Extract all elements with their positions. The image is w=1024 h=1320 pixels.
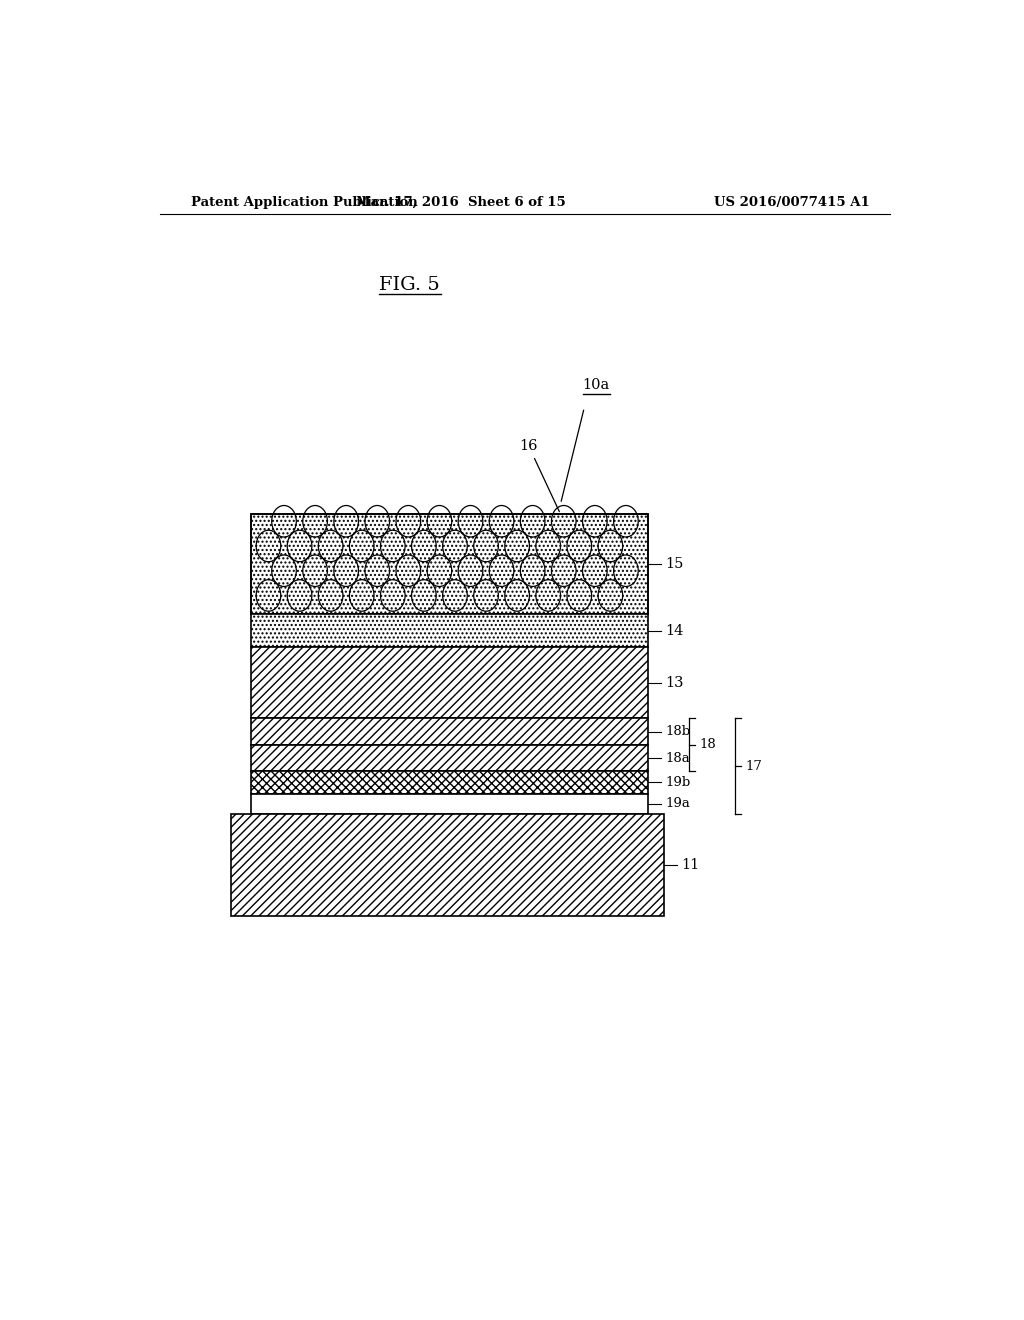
Text: 15: 15 (666, 557, 684, 572)
Text: 19a: 19a (666, 797, 690, 810)
Text: 17: 17 (745, 760, 762, 772)
Text: Mar. 17, 2016  Sheet 6 of 15: Mar. 17, 2016 Sheet 6 of 15 (356, 195, 566, 209)
Bar (251, 614, 648, 647)
Text: 18a: 18a (666, 751, 690, 764)
Text: US 2016/0077415 A1: US 2016/0077415 A1 (715, 195, 870, 209)
Text: 11: 11 (681, 858, 699, 871)
Text: FIG. 5: FIG. 5 (379, 276, 440, 294)
Bar (251, 793, 648, 814)
Text: 16: 16 (519, 440, 559, 512)
Text: 13: 13 (666, 676, 684, 690)
Text: 14: 14 (666, 623, 684, 638)
Bar (251, 515, 648, 614)
Bar (251, 744, 648, 771)
Text: 18b: 18b (666, 725, 690, 738)
Bar (251, 771, 648, 793)
Bar (251, 647, 648, 718)
Text: 19b: 19b (666, 776, 690, 789)
Bar (251, 515, 648, 614)
Bar (251, 718, 648, 744)
Text: Patent Application Publication: Patent Application Publication (191, 195, 418, 209)
Bar (231, 814, 664, 916)
Text: 18: 18 (699, 738, 716, 751)
Text: 10a: 10a (583, 378, 610, 392)
